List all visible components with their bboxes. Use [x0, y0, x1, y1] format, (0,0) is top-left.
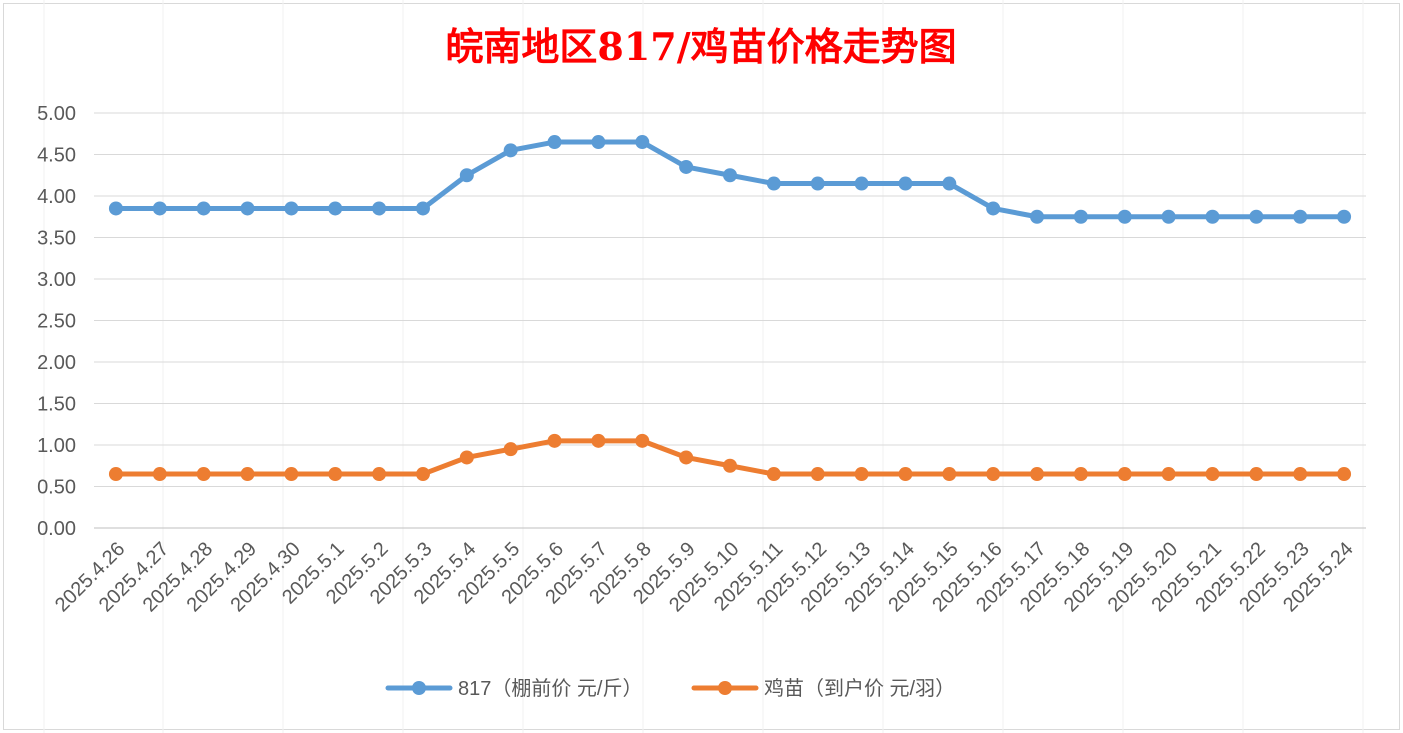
gridlines: [94, 112, 1366, 529]
data-point: [635, 135, 650, 150]
y-tick-label: 2.00: [37, 352, 76, 374]
data-point: [986, 201, 1001, 216]
data-point: [459, 168, 474, 183]
legend: 817（棚前价 元/斤） 鸡苗（到户价 元/羽）: [385, 677, 955, 700]
data-point: [1161, 209, 1176, 224]
data-point: [854, 467, 869, 482]
data-point: [328, 467, 343, 482]
data-point: [1030, 209, 1045, 224]
data-point: [854, 176, 869, 191]
data-point: [1073, 467, 1088, 482]
data-point: [196, 201, 211, 216]
legend-item-2: 鸡苗（到户价 元/羽）: [691, 677, 955, 700]
data-point: [372, 467, 387, 482]
data-point: [108, 201, 123, 216]
data-point: [1161, 467, 1176, 482]
data-point: [1337, 209, 1352, 224]
data-point: [503, 143, 518, 158]
y-tick-label: 0.00: [37, 518, 76, 540]
data-point: [459, 450, 474, 465]
legend-label: 鸡苗（到户价 元/羽）: [764, 677, 955, 700]
data-point: [196, 467, 211, 482]
data-point: [284, 201, 299, 216]
data-point: [766, 176, 781, 191]
chart-frame: [3, 3, 1400, 730]
series-2: [108, 433, 1352, 482]
data-point: [1293, 209, 1308, 224]
data-point: [240, 467, 255, 482]
data-point: [679, 450, 694, 465]
legend-item-1: 817（棚前价 元/斤）: [385, 677, 642, 700]
y-tick-label: 4.00: [37, 186, 76, 208]
series-1: [108, 135, 1352, 224]
legend-marker: [412, 681, 426, 695]
legend-label: 817（棚前价 元/斤）: [458, 677, 642, 700]
x-axis-tick-labels: 2025.4.262025.4.272025.4.282025.4.292025…: [51, 538, 1358, 616]
data-point: [1205, 467, 1220, 482]
data-point: [328, 201, 343, 216]
data-point: [1249, 209, 1264, 224]
data-point: [1117, 467, 1132, 482]
data-point: [679, 159, 694, 174]
data-point: [1205, 209, 1220, 224]
data-point: [1293, 467, 1308, 482]
data-point: [547, 433, 562, 448]
data-point: [415, 467, 430, 482]
data-point: [898, 176, 913, 191]
y-tick-label: 5.00: [37, 103, 76, 125]
data-point: [108, 467, 123, 482]
data-point: [415, 201, 430, 216]
data-point: [1249, 467, 1264, 482]
data-point: [898, 467, 913, 482]
data-point: [503, 442, 518, 457]
data-point: [372, 201, 387, 216]
y-tick-label: 0.50: [37, 477, 76, 499]
y-tick-label: 4.50: [37, 145, 76, 167]
data-point: [766, 467, 781, 482]
data-point: [152, 467, 167, 482]
data-point: [284, 467, 299, 482]
legend-marker: [718, 681, 732, 695]
data-point: [152, 201, 167, 216]
data-point: [591, 433, 606, 448]
data-point: [635, 433, 650, 448]
y-tick-label: 3.50: [37, 228, 76, 250]
y-tick-label: 3.00: [37, 269, 76, 291]
data-point: [1073, 209, 1088, 224]
data-point: [240, 201, 255, 216]
y-tick-label: 1.50: [37, 394, 76, 416]
data-point: [547, 135, 562, 150]
data-point: [810, 176, 825, 191]
series-layer: [108, 135, 1352, 482]
chart-title: 皖南地区817/鸡苗价格走势图: [445, 24, 956, 69]
y-tick-label: 2.50: [37, 311, 76, 333]
data-point: [723, 168, 737, 183]
data-point: [1337, 467, 1352, 482]
data-point: [1030, 467, 1045, 482]
y-axis-tick-labels: 0.00 0.50 1.00 1.50 2.00 2.50 3.00 3.50 4.00 4.50…: [37, 103, 76, 540]
data-point: [723, 458, 737, 473]
data-point: [591, 135, 606, 150]
data-point: [942, 176, 957, 191]
y-tick-label: 1.00: [37, 435, 76, 457]
data-point: [986, 467, 1001, 482]
data-point: [810, 467, 825, 482]
data-point: [1117, 209, 1132, 224]
data-point: [942, 467, 957, 482]
